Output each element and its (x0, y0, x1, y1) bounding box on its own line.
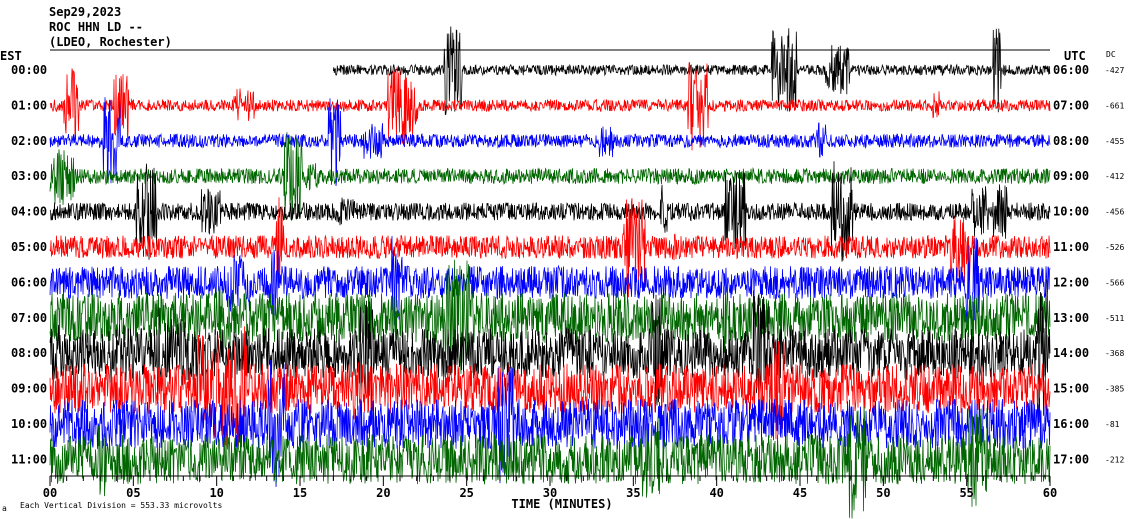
est-hour-label: 09:00 (11, 382, 47, 396)
trace-line (49, 97, 1051, 187)
header-network: (LDEO, Rochester) (49, 35, 172, 49)
utc-hour-label: 15:00 (1053, 382, 1089, 396)
est-hour-label: 10:00 (11, 417, 47, 431)
dc-offset-label: -81 (1105, 420, 1120, 429)
x-tick-label: 05 (126, 486, 140, 500)
trace-line (49, 259, 1051, 375)
dc-offset-label: -455 (1105, 137, 1124, 146)
trace-line (49, 359, 1051, 488)
dc-offset-label: -427 (1105, 66, 1124, 75)
dc-offset-label: -511 (1105, 314, 1124, 323)
right-axis-title: UTC (1064, 49, 1086, 63)
est-hour-label: 05:00 (11, 240, 47, 254)
scale-note: Each Vertical Division = 553.33 microvol… (20, 501, 222, 510)
corner-mark: a (2, 504, 7, 513)
trace-line (49, 61, 1051, 151)
est-hour-label: 08:00 (11, 346, 47, 360)
x-axis-label: TIME (MINUTES) (511, 497, 612, 511)
utc-hour-label: 10:00 (1053, 205, 1089, 219)
row-labels: 00:00 06:00 -427 01:00 07:00 -661 02:00 08:00 -4… (11, 63, 1124, 466)
x-tick-label: 45 (793, 486, 807, 500)
trace-line (49, 326, 1051, 450)
utc-hour-label: 12:00 (1053, 275, 1089, 289)
header-date: Sep29,2023 (49, 5, 121, 19)
utc-hour-label: 17:00 (1053, 452, 1089, 466)
x-tick-label: 30 (543, 486, 557, 500)
dc-offset-label: -412 (1105, 172, 1124, 181)
utc-hour-label: 16:00 (1053, 417, 1089, 431)
left-axis-title: EST (0, 49, 22, 63)
header-station: ROC HHN LD -- (49, 20, 143, 34)
x-tick-label: 55 (959, 486, 973, 500)
est-hour-label: 01:00 (11, 98, 47, 112)
est-hour-label: 06:00 (11, 275, 47, 289)
x-tick-label: 00 (43, 486, 57, 500)
est-hour-label: 07:00 (11, 311, 47, 325)
utc-hour-label: 13:00 (1053, 311, 1089, 325)
est-hour-label: 11:00 (11, 452, 47, 466)
trace-group (49, 26, 1051, 519)
x-tick-label: 35 (626, 486, 640, 500)
est-hour-label: 03:00 (11, 169, 47, 183)
x-tick-label: 40 (709, 486, 723, 500)
dc-offset-label: -385 (1105, 385, 1124, 394)
x-tick-label: 15 (293, 486, 307, 500)
utc-hour-label: 09:00 (1053, 169, 1089, 183)
x-tick-label: 25 (459, 486, 473, 500)
utc-hour-label: 11:00 (1053, 240, 1089, 254)
x-tick-label: 60 (1043, 486, 1057, 500)
trace-line (49, 132, 1051, 221)
x-axis-ticks: 00 05 10 15 20 25 30 35 40 45 50 55 60 (43, 476, 1057, 500)
utc-hour-label: 08:00 (1053, 134, 1089, 148)
dc-offset-label: -456 (1105, 208, 1124, 217)
est-hour-label: 04:00 (11, 205, 47, 219)
utc-hour-label: 06:00 (1053, 63, 1089, 77)
dc-column-title: DC (1106, 50, 1116, 59)
dc-offset-label: -368 (1105, 349, 1124, 358)
dc-offset-label: -661 (1105, 101, 1124, 110)
trace-line (49, 279, 1051, 423)
trace-line (49, 161, 1051, 262)
dc-offset-label: -212 (1105, 455, 1124, 464)
x-tick-label: 20 (376, 486, 390, 500)
trace-line (49, 197, 1051, 298)
x-tick-label: 50 (876, 486, 890, 500)
est-hour-label: 02:00 (11, 134, 47, 148)
utc-hour-label: 07:00 (1053, 98, 1089, 112)
dc-offset-label: -526 (1105, 243, 1124, 252)
x-tick-label: 10 (209, 486, 223, 500)
utc-hour-label: 14:00 (1053, 346, 1089, 360)
dc-offset-label: -566 (1105, 278, 1124, 287)
est-hour-label: 00:00 (11, 63, 47, 77)
